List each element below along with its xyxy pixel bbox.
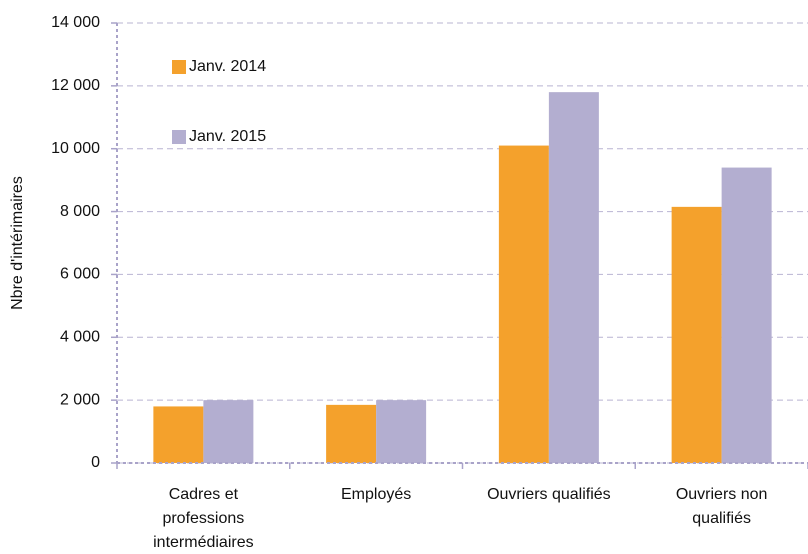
legend-label: Janv. 2014: [189, 58, 266, 75]
legend-swatch: [172, 130, 186, 144]
x-tick-label: Ouvriers non qualifiés: [675, 486, 768, 527]
y-tick-label: 6 000: [60, 266, 100, 283]
x-tick-label: Cadres et professions intermédiaires: [153, 486, 254, 551]
x-tick-label: Ouvriers qualifiés: [487, 486, 611, 503]
bar: [203, 400, 254, 463]
y-tick-label: 12 000: [51, 77, 100, 94]
bar: [498, 145, 549, 464]
legend-swatch: [172, 60, 186, 74]
y-tick-label: 4 000: [60, 329, 100, 346]
y-axis-label: Nbre d'intérimaires: [9, 176, 26, 310]
bar: [548, 92, 599, 464]
bar: [376, 400, 427, 463]
y-tick-label: 2 000: [60, 391, 100, 408]
y-tick-label: 14 000: [51, 14, 100, 31]
bar: [326, 404, 377, 463]
y-tick-label: 8 000: [60, 203, 100, 220]
x-tick-label: Employés: [341, 486, 412, 503]
y-tick-label: 10 000: [51, 140, 100, 157]
legend-label: Janv. 2015: [189, 128, 266, 145]
y-tick-label: 0: [91, 454, 100, 471]
bar: [721, 167, 772, 464]
bar: [153, 406, 204, 463]
bar: [671, 206, 722, 463]
